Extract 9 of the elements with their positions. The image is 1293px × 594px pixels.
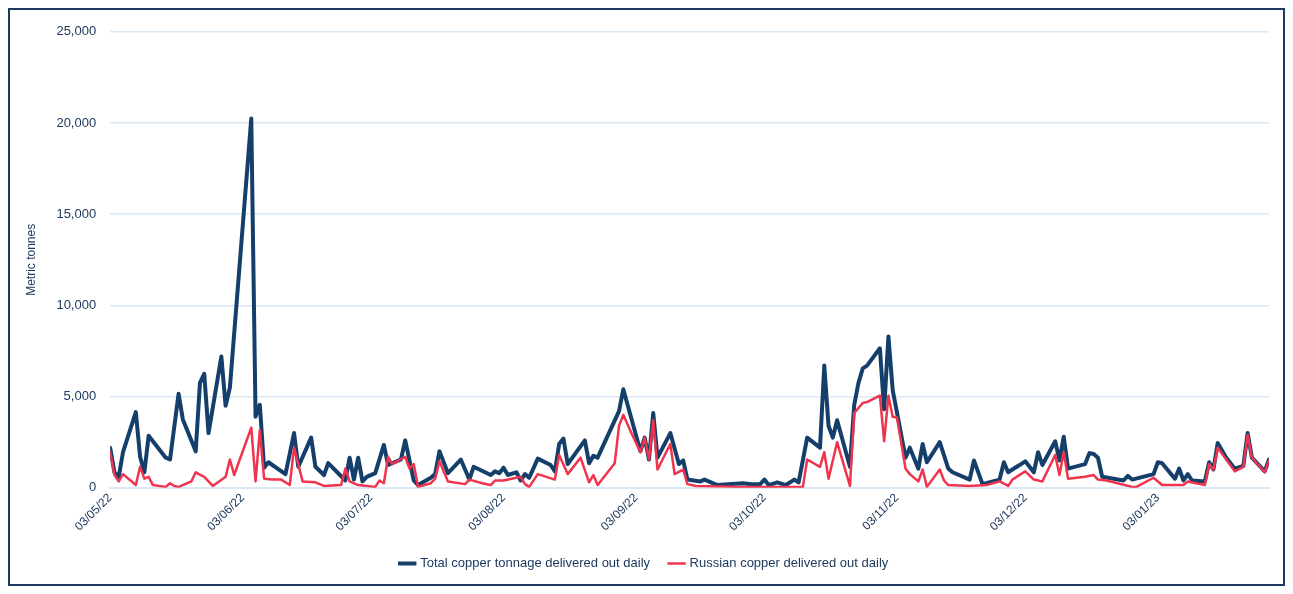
y-axis-title: Metric tonnes [23, 223, 38, 296]
y-tick-label: 20,000 [56, 114, 97, 130]
y-tick-label: 15,000 [56, 205, 97, 221]
y-tick-label: 10,000 [56, 296, 97, 312]
y-tick-label: 5,000 [63, 388, 97, 404]
y-tick-label: 25,000 [56, 23, 97, 39]
legend-label: Total copper tonnage delivered out daily [420, 555, 651, 571]
y-tick-label: 0 [88, 479, 97, 495]
legend-label: Russian copper delivered out daily [689, 555, 889, 571]
